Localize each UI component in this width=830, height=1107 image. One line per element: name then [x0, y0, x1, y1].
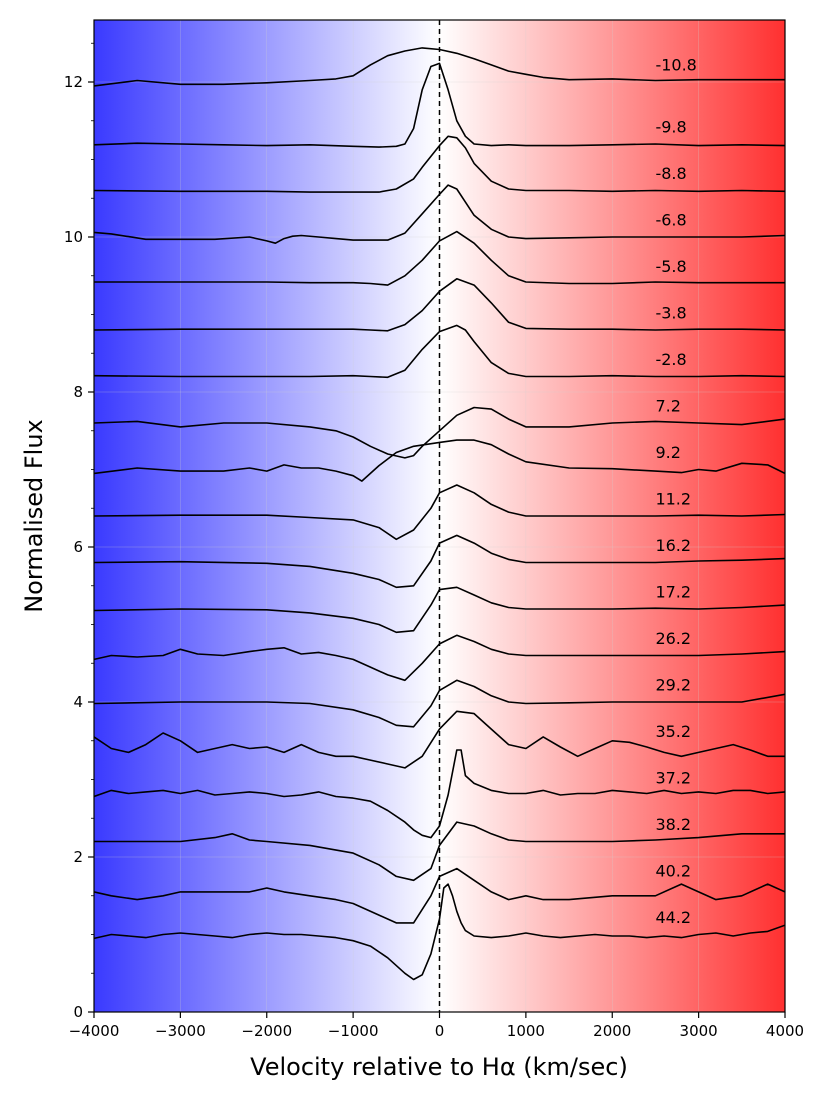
y-tick-label: 2 [73, 848, 83, 866]
spectrum-line [94, 867, 785, 924]
spectrum-line [94, 230, 785, 286]
x-tick-label: −4000 [69, 1022, 120, 1040]
spectrum-line [94, 135, 785, 193]
x-tick-label: 3000 [680, 1022, 718, 1040]
spectrum-line [94, 62, 785, 148]
spectrum-line [94, 184, 785, 244]
series-labels: -10.8 -9.8 -8.8 -6.8 -5.8 -3.8 -2.8 7.2 9.2 11.2 1… [655, 55, 696, 927]
spectrum-label: -3.8 [655, 303, 686, 322]
spectrum-line [94, 883, 785, 981]
spectrum-line [94, 484, 785, 541]
spectrum-line [94, 586, 785, 634]
spectrum-line [94, 634, 785, 682]
spectrum-label: 38.2 [655, 815, 691, 834]
x-tick-label: −1000 [328, 1022, 379, 1040]
spectrum-line [94, 277, 785, 332]
spectrum-label: 44.2 [655, 908, 691, 927]
spectrum-line [94, 679, 785, 728]
spectrum-line [94, 47, 785, 87]
y-tick-label: 6 [73, 538, 83, 556]
spectrum-line [94, 439, 785, 482]
x-tick-label: 1000 [507, 1022, 545, 1040]
x-tick-label: −2000 [241, 1022, 292, 1040]
x-axis-ticks: −4000 −3000 −2000 −1000 0 1000 2000 3000 4000 [69, 1012, 804, 1040]
x-axis-title: Velocity relative to Hα (km/sec) [250, 1053, 628, 1081]
y-tick-label: 12 [64, 73, 83, 91]
spectrum-label: -2.8 [655, 350, 686, 369]
spectrum-label: 26.2 [655, 629, 691, 648]
x-tick-label: 0 [435, 1022, 445, 1040]
spectrum-label: 7.2 [655, 396, 680, 415]
y-axis-title: Normalised Flux [20, 419, 48, 613]
y-tick-label: 0 [73, 1003, 83, 1021]
spectrum-label: 37.2 [655, 768, 691, 787]
x-tick-label: −3000 [155, 1022, 206, 1040]
spectrum-label: 11.2 [655, 489, 691, 508]
spectrum-line [94, 710, 785, 769]
spectrum-label: -10.8 [655, 55, 696, 74]
x-tick-label: 2000 [593, 1022, 631, 1040]
spectrum-label: 35.2 [655, 722, 691, 741]
series-group [94, 47, 785, 981]
spectrum-line [94, 406, 785, 459]
y-tick-label: 4 [73, 693, 83, 711]
spectrum-label: -5.8 [655, 257, 686, 276]
spectrum-line [94, 534, 785, 589]
spectrum-line [94, 324, 785, 379]
y-tick-label: 10 [64, 228, 83, 246]
spectrum-label: 16.2 [655, 536, 691, 555]
spectrum-label: -6.8 [655, 210, 686, 229]
spectrum-label: -9.8 [655, 117, 686, 136]
spectrum-label: -8.8 [655, 164, 686, 183]
spectrum-label: 40.2 [655, 861, 691, 880]
y-axis-ticks: 0 2 4 6 8 10 12 [64, 42, 94, 1021]
x-tick-label: 4000 [766, 1022, 804, 1040]
y-tick-label: 8 [73, 383, 83, 401]
spectrum-label: 17.2 [655, 582, 691, 601]
spectrum-label: 9.2 [655, 443, 680, 462]
spectrum-line [94, 749, 785, 839]
spectrum-label: 29.2 [655, 675, 691, 694]
spectrum-line [94, 821, 785, 882]
